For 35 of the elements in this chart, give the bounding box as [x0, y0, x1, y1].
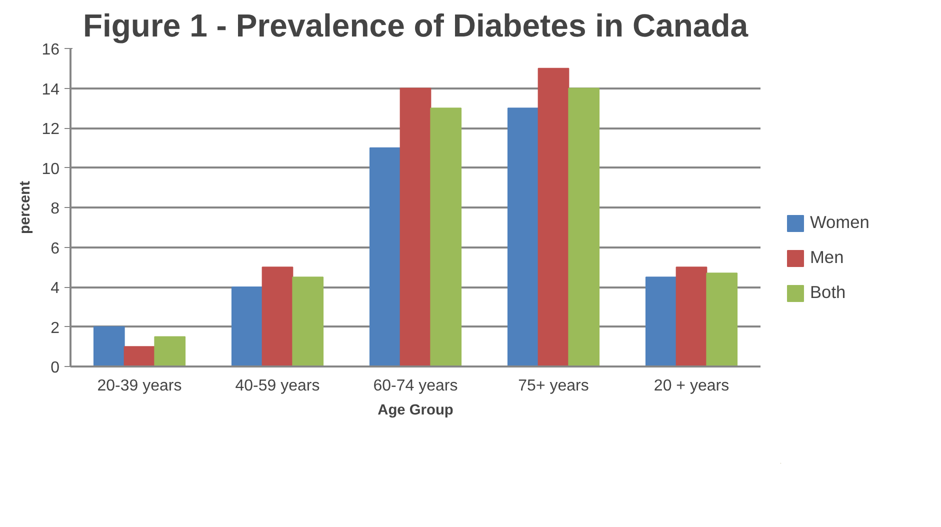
x-tick-label: 20-39 years	[97, 378, 182, 394]
x-tick-label: 60-74 years	[373, 378, 458, 394]
y-tick-label: 12	[42, 121, 60, 138]
bar	[645, 276, 677, 366]
legend-label: Women	[810, 212, 870, 233]
bar	[676, 266, 708, 366]
chart-title: Figure 1 - Prevalence of Diabetes in Canada	[82, 8, 748, 44]
bar	[231, 286, 263, 366]
bar	[430, 108, 462, 366]
bar	[507, 108, 539, 366]
bar	[262, 266, 294, 366]
bar	[369, 147, 401, 366]
legend-label: Both	[810, 282, 846, 303]
y-tick-label: 10	[42, 160, 60, 178]
legend-label: Men	[810, 247, 844, 268]
x-tick-label: 40-59 years	[235, 378, 320, 394]
y-axis-title: percent	[18, 180, 34, 234]
bar	[154, 336, 186, 366]
y-tick-label: 14	[42, 81, 60, 98]
bar	[124, 346, 156, 366]
bar	[568, 88, 600, 366]
x-axis-title: Age Group	[378, 402, 454, 418]
x-tick-label: 20 + years	[654, 378, 730, 394]
bar	[292, 276, 324, 366]
bar	[93, 326, 125, 366]
y-tick-label: 0	[50, 360, 60, 376]
bar	[706, 272, 738, 366]
y-tick-label: 6	[50, 240, 60, 258]
x-tick-label: 75+ years	[518, 378, 589, 394]
y-tick-label: 4	[50, 280, 60, 297]
bar	[538, 68, 570, 366]
y-tick-label: 16	[42, 42, 60, 58]
y-tick-label: 2	[50, 320, 60, 337]
bar	[400, 88, 432, 366]
y-tick-label: 8	[50, 200, 60, 218]
